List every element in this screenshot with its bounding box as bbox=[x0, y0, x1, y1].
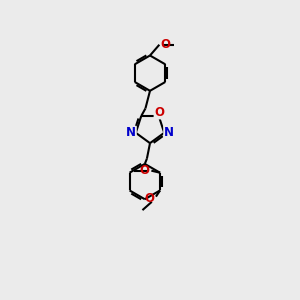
Text: O: O bbox=[140, 164, 150, 177]
Text: O: O bbox=[160, 38, 170, 51]
Text: O: O bbox=[145, 192, 154, 205]
Text: N: N bbox=[164, 126, 174, 139]
Text: N: N bbox=[126, 126, 136, 139]
Text: O: O bbox=[154, 106, 164, 119]
